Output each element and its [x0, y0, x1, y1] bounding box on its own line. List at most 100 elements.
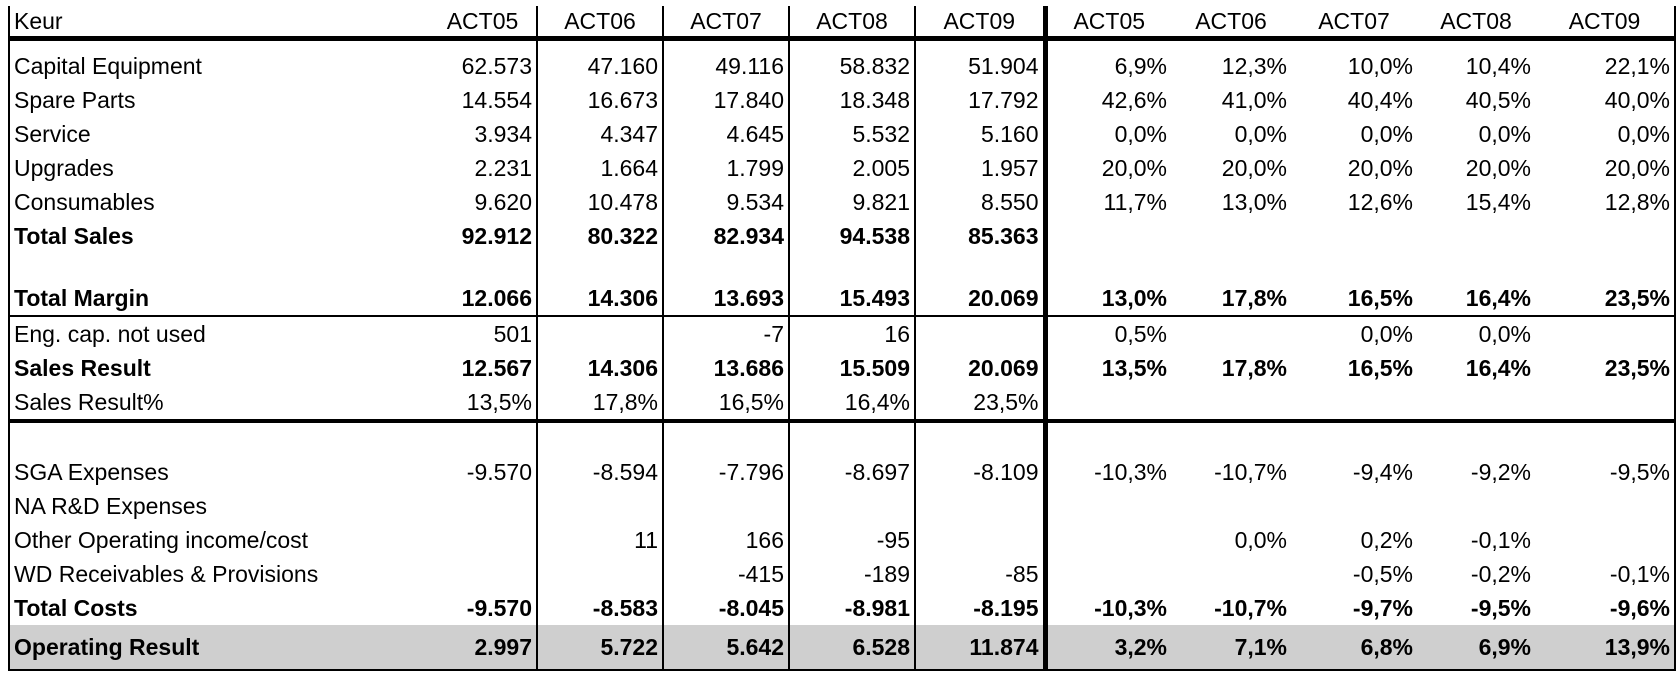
- empty-cell: [1417, 39, 1535, 50]
- table-cell: 85.363: [915, 219, 1048, 253]
- table-cell: 20.069: [915, 351, 1048, 385]
- table-cell: 16: [789, 316, 916, 351]
- table-cell: -0,5%: [1352, 561, 1413, 587]
- header-col: ACT06: [537, 6, 664, 41]
- table-cell: [1045, 219, 1171, 253]
- empty-cell: [8, 253, 429, 281]
- table-cell: 17,8%: [1221, 355, 1287, 381]
- table-cell: 0,0%: [1234, 121, 1287, 147]
- table-cell: 49.116: [663, 49, 790, 83]
- table-cell: 62.573: [429, 49, 538, 83]
- table-cell: [789, 489, 916, 523]
- row-label: WD Receivables & Provisions: [8, 557, 429, 591]
- row-label: Other Operating income/cost: [8, 523, 429, 557]
- table-cell: 8.550: [915, 185, 1048, 219]
- empty-cell: [8, 38, 429, 49]
- table-cell: 13.693: [663, 281, 790, 317]
- empty-cell: [1291, 421, 1417, 455]
- table-cell: -9.570: [429, 455, 538, 489]
- table-cell: 0,2%: [1360, 527, 1413, 553]
- table-cell: 92.912: [429, 219, 538, 253]
- table-cell: -9,7%: [1352, 595, 1413, 621]
- table-cell: [1291, 385, 1417, 423]
- table-cell: -7: [663, 316, 790, 351]
- header-unit: Keur: [8, 6, 429, 41]
- spacer-row: [8, 421, 1676, 455]
- table-cell: [1171, 557, 1291, 591]
- table-cell: -8.594: [537, 455, 664, 489]
- table-cell: [537, 489, 664, 523]
- empty-cell: [537, 253, 664, 281]
- table-cell: 20,0%: [1465, 155, 1531, 181]
- table-cell: [1417, 489, 1535, 523]
- table-cell: -8.981: [789, 591, 916, 625]
- table-cell: -9,4%: [1352, 459, 1413, 485]
- table-cell: 15.509: [789, 351, 916, 385]
- row-operating-result: Operating Result 2.997 5.722 5.642 6.528 11.8…: [8, 625, 1676, 671]
- row-total-costs: Total Costs -9.570 -8.583 -8.045 -8.981 -8.19…: [8, 591, 1676, 625]
- table-cell: -9,5%: [1535, 455, 1676, 489]
- empty-cell: [537, 421, 664, 455]
- table-cell: 17.792: [915, 83, 1048, 117]
- empty-cell: [1171, 39, 1291, 50]
- table-cell: [1045, 523, 1171, 557]
- table-cell: 6,9%: [1114, 53, 1167, 79]
- table-cell: 16,4%: [1417, 281, 1535, 317]
- row-label: Total Sales: [8, 219, 429, 253]
- table-cell: 10,0%: [1347, 53, 1413, 79]
- table-cell: 1.664: [537, 151, 664, 185]
- table-cell: [663, 489, 790, 523]
- table-cell: -7.796: [663, 455, 790, 489]
- financial-table: Keur ACT05 ACT06 ACT07 ACT08 ACT09 ACT05 ACT06 A…: [8, 6, 1676, 671]
- header-col: ACT05: [429, 6, 538, 41]
- table-cell: 20,0%: [1221, 155, 1287, 181]
- empty-cell: [1417, 253, 1535, 281]
- table-cell: [537, 557, 664, 591]
- table-cell: -8.109: [915, 455, 1048, 489]
- table-cell: -189: [789, 557, 916, 591]
- header-col: ACT08: [789, 6, 916, 41]
- row-label: Operating Result: [8, 625, 429, 671]
- table-cell: [537, 316, 664, 351]
- empty-cell: [429, 253, 538, 281]
- table-cell: 2.005: [789, 151, 916, 185]
- table-cell: 12,3%: [1221, 53, 1287, 79]
- empty-cell: [663, 253, 790, 281]
- table-cell: -8.583: [537, 591, 664, 625]
- table-cell: 0,0%: [1478, 121, 1531, 147]
- row-other-op: Other Operating income/cost 11 166 -95 0,0% 0…: [8, 523, 1676, 557]
- table-cell: 5.160: [915, 117, 1048, 151]
- table-cell: 94.538: [789, 219, 916, 253]
- header-col: ACT09: [1535, 6, 1676, 41]
- table-cell: [1535, 523, 1676, 557]
- table-cell: -9,5%: [1470, 595, 1531, 621]
- table-cell: 2.997: [429, 625, 538, 671]
- row-eng-cap: Eng. cap. not used 501 -7 16 0,5% 0,0% 0,0%: [8, 316, 1676, 351]
- header-col: ACT08: [1417, 6, 1535, 41]
- empty-cell: [1045, 253, 1171, 281]
- table-cell: [1171, 316, 1291, 351]
- table-cell: [915, 316, 1048, 351]
- table-cell: 0,0%: [1114, 121, 1167, 147]
- empty-cell: [789, 38, 916, 49]
- table-cell: 1.957: [915, 151, 1048, 185]
- table-cell: 2.231: [429, 151, 538, 185]
- table-cell: 23,5%: [915, 385, 1048, 423]
- table-cell: -10,3%: [1094, 595, 1167, 621]
- table-cell: 20,0%: [1535, 151, 1676, 185]
- table-cell: -10,3%: [1094, 459, 1167, 485]
- table-cell: 5.722: [537, 625, 664, 671]
- table-cell: 9.620: [429, 185, 538, 219]
- table-cell: 80.322: [537, 219, 664, 253]
- table-cell: 0,0%: [1234, 527, 1287, 553]
- table-cell: 13.686: [663, 351, 790, 385]
- table-cell: 11,7%: [1103, 189, 1167, 215]
- row-label: Eng. cap. not used: [8, 316, 429, 351]
- table-cell: -10,7%: [1214, 459, 1287, 485]
- table-cell: 16,4%: [1465, 355, 1531, 381]
- table-cell: [915, 489, 1048, 523]
- empty-cell: [1045, 421, 1171, 455]
- table-cell: 4.347: [537, 117, 664, 151]
- row-na-rd: NA R&D Expenses: [8, 489, 1676, 523]
